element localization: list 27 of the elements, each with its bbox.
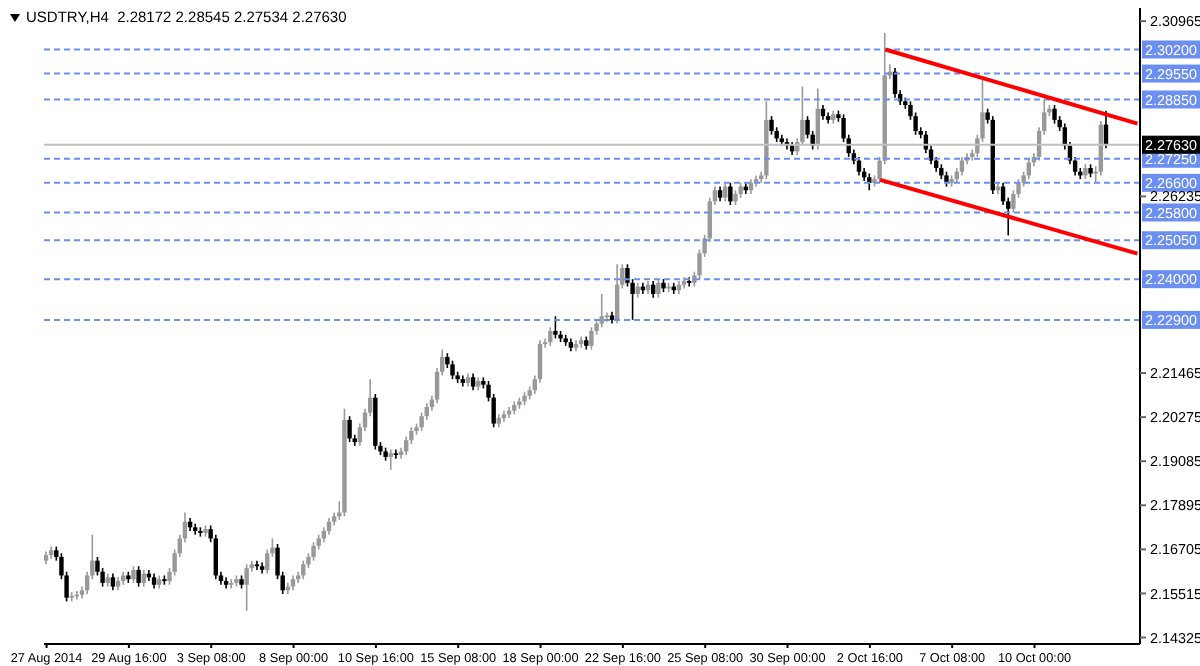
candlestick xyxy=(599,293,604,329)
candlestick xyxy=(723,182,728,203)
candlestick xyxy=(800,85,805,147)
candlestick xyxy=(301,559,306,580)
candlestick xyxy=(393,448,399,460)
candlestick xyxy=(69,591,74,603)
candlestick xyxy=(244,563,249,612)
candlestick xyxy=(254,559,260,571)
candlestick xyxy=(856,156,862,177)
candlestick xyxy=(403,435,409,456)
candlestick xyxy=(589,326,594,351)
candlestick xyxy=(136,565,141,588)
candlestick xyxy=(959,156,965,177)
candlestick xyxy=(419,411,424,432)
candlestick xyxy=(347,415,352,443)
candlestick xyxy=(311,541,316,562)
candlestick xyxy=(213,533,218,580)
candlestick xyxy=(388,448,393,471)
candlestick xyxy=(229,578,234,590)
candlestick xyxy=(769,115,774,136)
candlestick xyxy=(553,315,558,340)
candlestick xyxy=(1052,104,1057,125)
candlestick xyxy=(450,359,455,380)
candlestick xyxy=(548,326,553,347)
candlestick xyxy=(728,182,733,206)
candlestick xyxy=(656,278,661,299)
candlestick xyxy=(1026,157,1031,180)
